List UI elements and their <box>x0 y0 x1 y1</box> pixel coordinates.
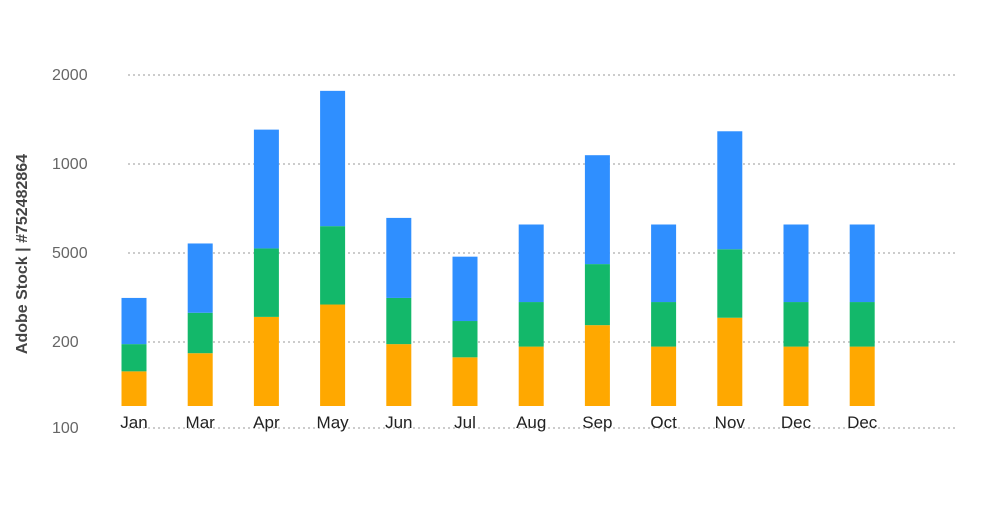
bar-segment <box>584 325 610 406</box>
bar-segment <box>386 297 412 345</box>
x-tick-label: Sep <box>582 413 612 432</box>
bar-segment <box>717 249 743 318</box>
x-tick-label: Dec <box>781 413 812 432</box>
bar-segment <box>320 304 346 406</box>
x-tick-label: Apr <box>253 413 280 432</box>
y-tick-label: 2000 <box>52 67 88 84</box>
x-tick-label: May <box>317 413 350 432</box>
bar-segment <box>452 321 478 358</box>
x-tick-label: Jun <box>385 413 412 432</box>
bar-segment <box>584 264 610 326</box>
y-axis-ticks: 100 200 5000 1000 2000 <box>52 67 88 437</box>
bar-segment <box>518 224 544 303</box>
x-tick-label: Mar <box>186 413 216 432</box>
bar-segment <box>121 344 147 372</box>
bar-segment <box>783 302 809 347</box>
bar-segment <box>253 248 279 317</box>
x-tick-label: Dec <box>847 413 878 432</box>
bar-segment <box>651 346 677 406</box>
y-tick-label: 100 <box>52 420 79 437</box>
bar-segment <box>783 224 809 303</box>
bar-segment <box>187 243 213 313</box>
x-tick-label: Nov <box>715 413 746 432</box>
x-tick-label: Jul <box>454 413 476 432</box>
bar-segment <box>518 346 544 406</box>
y-tick-label: 5000 <box>52 245 88 262</box>
bar-segment <box>651 224 677 303</box>
bar-segment <box>783 346 809 406</box>
bar-segment <box>518 302 544 347</box>
bar-segment <box>849 302 875 347</box>
bar-segment <box>386 217 412 298</box>
bar-segment <box>584 155 610 265</box>
bars <box>121 90 875 406</box>
bar-segment <box>849 346 875 406</box>
bar-segment <box>320 90 346 227</box>
x-tick-label: Jan <box>120 413 147 432</box>
bar-segment <box>253 129 279 249</box>
bar-segment <box>717 317 743 406</box>
bar-segment <box>253 316 279 406</box>
x-axis-ticks: Jan Mar Apr May Jun Jul Aug Sep Oct Nov Dec Dec <box>120 413 878 432</box>
x-tick-label: Aug <box>516 413 546 432</box>
bar-segment <box>452 357 478 406</box>
bar-segment <box>452 256 478 322</box>
bar-segment <box>651 302 677 347</box>
bar-segment <box>187 312 213 354</box>
watermark-text: Adobe Stock | #752482864 <box>14 153 31 355</box>
y-tick-label: 200 <box>52 334 79 351</box>
bar-segment <box>187 353 213 406</box>
bar-segment <box>849 224 875 303</box>
y-tick-label: 1000 <box>52 156 88 173</box>
bar-segment <box>121 371 147 406</box>
bar-segment <box>121 297 147 345</box>
x-tick-label: Oct <box>650 413 677 432</box>
bar-segment <box>717 131 743 250</box>
bar-segment <box>320 226 346 305</box>
bar-segment <box>386 344 412 406</box>
